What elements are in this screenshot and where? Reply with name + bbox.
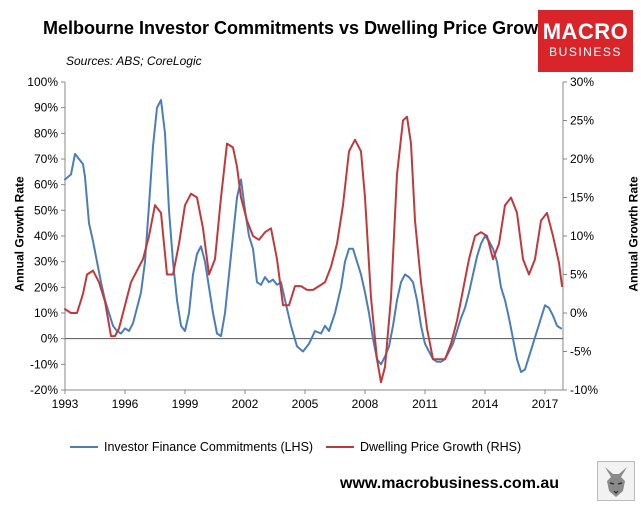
- y-tick-label-right: 0%: [570, 306, 588, 320]
- y-tick-label-right: -5%: [570, 345, 592, 359]
- y-tick-label-right: 20%: [570, 152, 594, 166]
- y-tick-label-left: 0%: [41, 332, 59, 346]
- series-line-investor: [64, 99, 562, 373]
- x-tick-label: 2017: [532, 397, 559, 411]
- x-tick-label: 2014: [472, 397, 499, 411]
- y-tick-label-left: -10%: [30, 357, 58, 371]
- wolf-logo-icon: [597, 461, 635, 501]
- y-tick-label-right: 10%: [570, 229, 594, 243]
- y-tick-label-right: 15%: [570, 191, 594, 205]
- x-tick-label: 2005: [292, 397, 319, 411]
- y-tick-label-left: 60%: [34, 178, 58, 192]
- legend-label-dwelling: Dwelling Price Growth (RHS): [360, 440, 522, 454]
- website-url: www.macrobusiness.com.au: [340, 475, 560, 492]
- legend-swatch-dwelling: [326, 446, 354, 448]
- y-tick-label-left: 30%: [34, 255, 58, 269]
- y-tick-label-left: -20%: [30, 383, 58, 397]
- macrobusiness-logo: MACRO BUSINESS: [538, 10, 633, 72]
- y-tick-label-left: 20%: [34, 280, 58, 294]
- legend-swatch-investor: [70, 446, 98, 448]
- y-tick-label-left: 40%: [34, 229, 58, 243]
- logo-line2: BUSINESS: [549, 45, 622, 59]
- y-tick-label-right: -10%: [570, 383, 598, 397]
- y-tick-label-left: 50%: [34, 203, 58, 217]
- legend-item-investor: Investor Finance Commitments (LHS): [70, 440, 313, 454]
- x-tick-label: 1996: [112, 397, 139, 411]
- y-tick-label-left: 80%: [34, 126, 58, 140]
- y-tick-label-right: 30%: [570, 75, 594, 89]
- logo-line1: MACRO: [542, 19, 629, 44]
- y-tick-label-right: 25%: [570, 114, 594, 128]
- x-tick-label: 2008: [352, 397, 379, 411]
- chart-sources: Sources: ABS; CoreLogic: [66, 54, 202, 68]
- y-tick-label-left: 100%: [27, 75, 58, 89]
- x-tick-label: 1993: [52, 397, 79, 411]
- y-tick-label-left: 90%: [34, 101, 58, 115]
- x-tick-label: 2002: [232, 397, 259, 411]
- series-line-dwelling: [64, 115, 563, 384]
- legend-item-dwelling: Dwelling Price Growth (RHS): [326, 440, 521, 454]
- y-tick-label-left: 10%: [34, 306, 58, 320]
- chart-title: Melbourne Investor Commitments vs Dwelli…: [43, 18, 556, 38]
- x-tick-label: 1999: [172, 397, 199, 411]
- y-tick-label-right: 5%: [570, 268, 588, 282]
- legend-label-investor: Investor Finance Commitments (LHS): [104, 440, 314, 454]
- y-tick-label-left: 70%: [34, 152, 58, 166]
- x-tick-label: 2011: [412, 397, 438, 411]
